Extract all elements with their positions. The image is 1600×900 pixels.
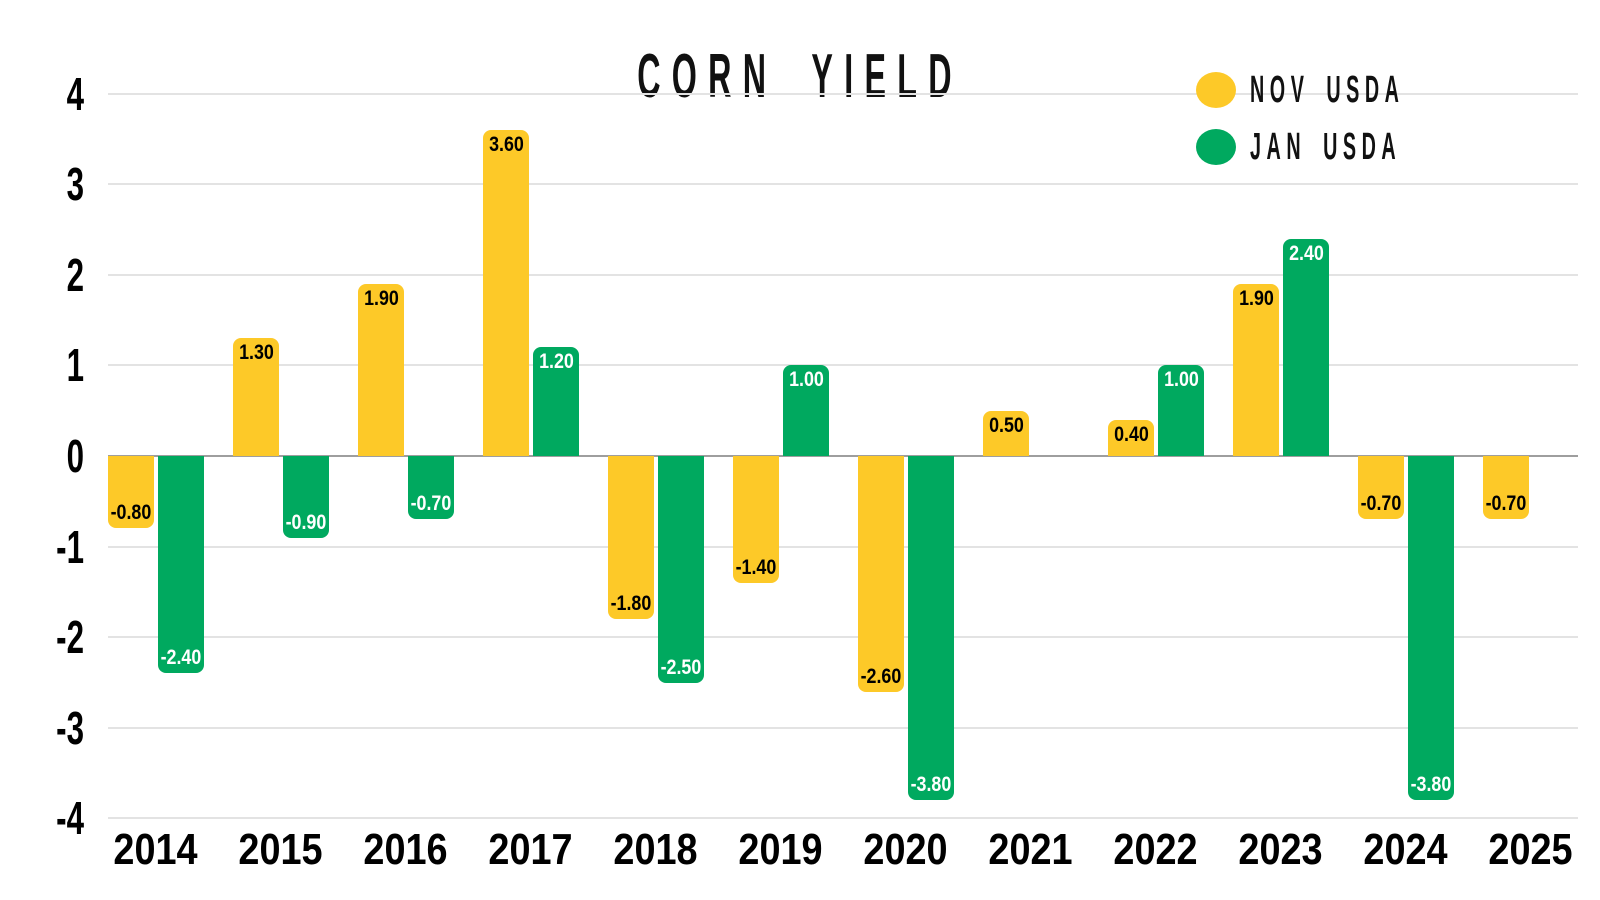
gridline-2	[108, 274, 1578, 276]
gridline--2	[108, 636, 1578, 638]
y-tick-label: -2	[56, 611, 84, 663]
bar-jan-usda-2018: -2.50	[658, 456, 704, 683]
bar-nov-usda-2016: 1.90	[358, 284, 404, 456]
bar-value-label: 3.60	[488, 133, 524, 156]
legend-label: JAN USDA	[1250, 126, 1402, 168]
gridline-4	[108, 93, 1578, 95]
bar-value-label: -1.80	[610, 592, 652, 615]
bar-value-label: -3.80	[1410, 773, 1452, 796]
bar-value-label: 1.30	[238, 341, 274, 364]
x-tick-label-2019: 2019	[738, 825, 823, 874]
bar-value-label: 0.50	[988, 414, 1024, 437]
bar-value-label: -2.40	[160, 646, 202, 669]
gridline--4	[108, 817, 1578, 819]
bar-value-label: -2.50	[660, 656, 702, 679]
bar-value-label: -0.90	[285, 511, 327, 534]
x-tick-label-2018: 2018	[613, 825, 698, 874]
bar-jan-usda-2020: -3.80	[908, 456, 954, 800]
y-tick-label: 0	[66, 430, 84, 482]
bar-jan-usda-2016: -0.70	[408, 456, 454, 519]
x-tick-label-2015: 2015	[238, 825, 323, 874]
y-tick-label: -4	[56, 792, 84, 844]
x-tick-label-2022: 2022	[1113, 825, 1198, 874]
bar-jan-usda-2014: -2.40	[158, 456, 204, 673]
bar-jan-usda-2023: 2.40	[1283, 239, 1329, 456]
bar-nov-usda-2015: 1.30	[233, 338, 279, 456]
bar-jan-usda-2024: -3.80	[1408, 456, 1454, 800]
bar-value-label: 2.40	[1288, 242, 1324, 265]
bar-value-label: -0.70	[1360, 492, 1402, 515]
x-tick-label-2020: 2020	[863, 825, 948, 874]
gridline--1	[108, 546, 1578, 548]
x-tick-label-2023: 2023	[1238, 825, 1323, 874]
chart-title: CORN YIELD	[637, 42, 963, 111]
bar-value-label: 1.20	[538, 350, 574, 373]
legend-item-nov-usda: NOV USDA	[1196, 70, 1547, 110]
gridline-3	[108, 183, 1578, 185]
gridline--3	[108, 727, 1578, 729]
bar-nov-usda-2018: -1.80	[608, 456, 654, 619]
legend-label: NOV USDA	[1250, 69, 1405, 111]
y-tick-label: 3	[66, 158, 84, 210]
legend-swatch-nov-usda-icon	[1196, 72, 1236, 108]
bar-nov-usda-2014: -0.80	[108, 456, 154, 528]
bar-nov-usda-2022: 0.40	[1108, 420, 1154, 456]
bar-nov-usda-2025: -0.70	[1483, 456, 1529, 519]
y-tick-label: 2	[66, 249, 84, 301]
x-tick-label-2024: 2024	[1363, 825, 1448, 874]
x-tick-label-2016: 2016	[363, 825, 448, 874]
bar-value-label: 1.00	[788, 368, 824, 391]
bar-jan-usda-2022: 1.00	[1158, 365, 1204, 456]
bar-value-label: -2.60	[860, 665, 902, 688]
bar-jan-usda-2015: -0.90	[283, 456, 329, 538]
x-tick-label-2025: 2025	[1488, 825, 1573, 874]
bar-value-label: 1.90	[1238, 287, 1274, 310]
bar-nov-usda-2020: -2.60	[858, 456, 904, 692]
bar-jan-usda-2019: 1.00	[783, 365, 829, 456]
x-tick-label-2021: 2021	[988, 825, 1073, 874]
bar-nov-usda-2021: 0.50	[983, 411, 1029, 456]
bar-value-label: 1.00	[1163, 368, 1199, 391]
bar-value-label: -0.70	[410, 492, 452, 515]
legend-swatch-jan-usda-icon	[1196, 129, 1236, 165]
y-tick-label: -1	[56, 521, 84, 573]
gridline-1	[108, 364, 1578, 366]
y-tick-label: 4	[66, 68, 84, 120]
bar-jan-usda-2017: 1.20	[533, 347, 579, 456]
y-tick-label: 1	[66, 339, 84, 391]
bar-nov-usda-2019: -1.40	[733, 456, 779, 583]
bar-value-label: 0.40	[1113, 423, 1149, 446]
x-tick-label-2014: 2014	[113, 825, 198, 874]
bar-nov-usda-2024: -0.70	[1358, 456, 1404, 519]
bar-value-label: -1.40	[735, 556, 777, 579]
bar-value-label: -0.80	[110, 501, 152, 524]
zero-axis-line	[108, 455, 1578, 457]
bar-value-label: -3.80	[910, 773, 952, 796]
bar-nov-usda-2023: 1.90	[1233, 284, 1279, 456]
bar-value-label: -0.70	[1485, 492, 1527, 515]
bar-nov-usda-2017: 3.60	[483, 130, 529, 456]
y-tick-label: -3	[56, 702, 84, 754]
x-tick-label-2017: 2017	[488, 825, 573, 874]
bar-value-label: 1.90	[363, 287, 399, 310]
legend-item-jan-usda: JAN USDA	[1196, 127, 1541, 167]
